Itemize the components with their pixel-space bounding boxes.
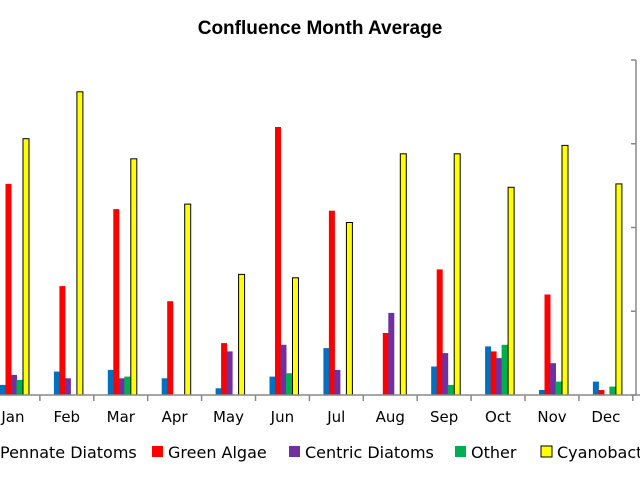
bar-cyanobacteria-nov [561, 144, 569, 396]
bar-cyanobacteria-jan [22, 138, 30, 396]
bar-centric-diatoms-feb [64, 378, 71, 396]
bar-green-algae-may [221, 343, 228, 395]
bar-centric-diatoms-jun [280, 344, 287, 396]
bar-centric-diatoms-sep [442, 353, 449, 395]
bar-green-algae-oct [490, 351, 497, 395]
bar-other-nov [555, 381, 562, 395]
bar-cyanobacteria-oct [507, 186, 515, 396]
bar-pennate-diatoms-jan [0, 384, 6, 395]
x-tick-label-jun: Jun [270, 408, 294, 426]
legend-item-cyanobacteria: Cyanobacteria [540, 443, 640, 462]
bar-other-dec [609, 386, 616, 395]
x-tick-label-jan: Jan [0, 408, 24, 426]
bar-centric-diatoms-may [226, 351, 233, 395]
bar-green-algae-aug [382, 333, 389, 395]
x-tick-label-apr: Apr [162, 408, 189, 426]
legend-item-pennate-diatoms: Pennate Diatoms [0, 443, 137, 462]
x-tick-label-nov: Nov [537, 408, 566, 426]
bar-cyanobacteria-feb [76, 91, 84, 396]
legend-label: Green Algae [168, 443, 267, 462]
bar-centric-diatoms-nov [550, 363, 556, 395]
bar-cyanobacteria-mar [130, 158, 138, 396]
bar-pennate-diatoms-may [215, 388, 222, 395]
bar-cyanobacteria-may [238, 273, 246, 396]
x-tick-label-may: May [213, 408, 244, 426]
bar-green-algae-jul [328, 210, 335, 395]
bar-green-algae-jan [5, 183, 12, 395]
bar-green-algae-sep [436, 269, 443, 395]
bar-other-mar [124, 376, 131, 395]
bar-centric-diatoms-mar [118, 378, 125, 396]
chart-title: Confluence Month Average [198, 18, 443, 39]
legend-marker [152, 446, 163, 457]
bar-cyanobacteria-jun [292, 277, 299, 396]
legend-label: Other [471, 443, 517, 462]
plot-area [0, 59, 637, 396]
legend: Pennate Diatoms Green Algae Centric Diatom… [0, 443, 640, 462]
bar-cyanobacteria-jul [345, 222, 353, 396]
bar-pennate-diatoms-dec [592, 381, 599, 395]
bar-cyanobacteria-sep [453, 153, 461, 396]
bar-centric-diatoms-oct [496, 358, 503, 395]
bar-centric-diatoms-aug [388, 312, 395, 395]
x-tick-label-jul: Jul [326, 408, 345, 426]
bar-green-algae-jun [275, 127, 281, 395]
legend-marker [289, 446, 300, 457]
legend-marker [540, 445, 553, 458]
x-tick-label-aug: Aug [376, 408, 405, 426]
legend-label: Cyanobacteria [557, 443, 640, 462]
bar-other-jan [16, 379, 23, 395]
bar-pennate-diatoms-nov [539, 390, 545, 395]
legend-marker [455, 446, 466, 457]
x-tick-label-sep: Sep [430, 408, 458, 426]
bar-green-algae-feb [59, 286, 66, 395]
bar-pennate-diatoms-jul [323, 348, 330, 395]
x-tick-label-dec: Dec [591, 408, 620, 426]
bar-green-algae-nov [544, 294, 551, 395]
bar-green-algae-mar [113, 209, 120, 395]
legend-item-other: Other [455, 443, 517, 462]
bar-other-oct [501, 344, 508, 396]
bar-pennate-diatoms-feb [53, 371, 60, 395]
legend-item-green-algae: Green Algae [152, 443, 267, 462]
legend-item-centric-diatoms: Centric Diatoms [289, 443, 434, 462]
bar-pennate-diatoms-apr [161, 378, 168, 396]
bar-pennate-diatoms-oct [485, 346, 492, 395]
bar-other-sep [447, 384, 454, 395]
x-tick-label-feb: Feb [54, 408, 81, 426]
x-tick-label-mar: Mar [107, 408, 136, 426]
x-tick-label-oct: Oct [485, 408, 511, 426]
bar-cyanobacteria-aug [399, 153, 407, 396]
bar-green-algae-apr [167, 301, 174, 395]
bar-pennate-diatoms-jun [269, 376, 276, 395]
legend-label: Pennate Diatoms [0, 443, 137, 462]
bar-centric-diatoms-jul [334, 369, 341, 395]
bar-pennate-diatoms-sep [431, 366, 438, 395]
x-axis: Jan Feb Mar Apr May Jun Jul Aug Sep Oct Nov Dec [0, 394, 640, 426]
bar-cyanobacteria-dec [615, 183, 623, 396]
legend-label: Centric Diatoms [305, 443, 434, 462]
bar-pennate-diatoms-mar [107, 369, 114, 395]
bar-cyanobacteria-apr [184, 203, 192, 396]
bar-green-algae-dec [598, 390, 605, 395]
bar-other-jun [286, 373, 292, 395]
bar-centric-diatoms-jan [11, 374, 17, 395]
